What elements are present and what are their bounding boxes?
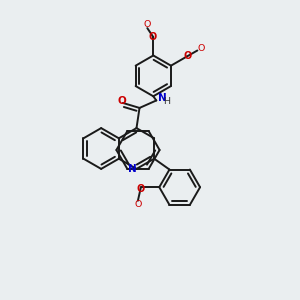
Text: O: O <box>134 200 142 209</box>
Text: O: O <box>144 20 151 29</box>
Text: N: N <box>128 164 137 174</box>
Text: O: O <box>197 44 205 53</box>
Text: H: H <box>163 97 170 106</box>
Text: O: O <box>148 32 157 42</box>
Text: O: O <box>137 184 145 194</box>
Text: O: O <box>183 52 192 61</box>
Text: N: N <box>158 93 167 103</box>
Text: O: O <box>117 96 126 106</box>
